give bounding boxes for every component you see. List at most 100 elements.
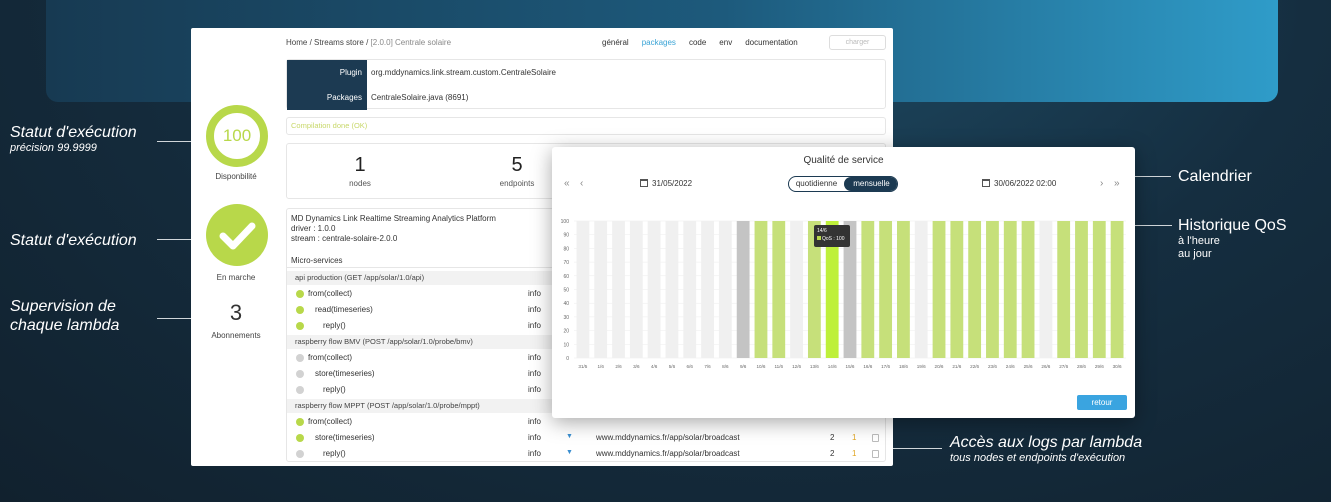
qos-bar[interactable] bbox=[576, 221, 590, 358]
retour-button[interactable]: retour bbox=[1077, 395, 1127, 410]
info-link[interactable]: info bbox=[528, 449, 541, 458]
x-tick-label: 3/6 bbox=[633, 364, 640, 369]
toggle-monthly[interactable]: mensuelle bbox=[844, 177, 897, 191]
stat-label: nodes bbox=[349, 179, 371, 188]
status-dot-icon bbox=[296, 354, 304, 362]
lambda-name: store(timeseries) bbox=[315, 369, 375, 378]
x-tick-label: 6/6 bbox=[687, 364, 694, 369]
qos-bar[interactable] bbox=[1039, 221, 1053, 358]
info-link[interactable]: info bbox=[528, 305, 541, 314]
qos-bar[interactable] bbox=[736, 221, 750, 358]
endpoint-url[interactable]: www.mddynamics.fr/app/solar/broadcast bbox=[596, 449, 740, 458]
x-tick-label: 12/6 bbox=[792, 364, 801, 369]
qos-bar[interactable] bbox=[950, 221, 964, 358]
qos-bar[interactable] bbox=[1092, 221, 1106, 358]
last-page-icon[interactable]: » bbox=[1114, 178, 1120, 189]
plugin-row: Plugin org.mddynamics.link.stream.custom… bbox=[287, 60, 887, 85]
qos-bar[interactable] bbox=[1110, 221, 1124, 358]
info-link[interactable]: info bbox=[528, 433, 541, 442]
tab-documentation[interactable]: documentation bbox=[745, 38, 798, 47]
qos-bar[interactable] bbox=[790, 221, 803, 358]
qos-bar[interactable] bbox=[594, 221, 608, 358]
x-tick-label: 28/6 bbox=[1077, 364, 1086, 369]
lambda-name: from(collect) bbox=[308, 417, 353, 426]
plugin-label-column bbox=[287, 60, 367, 110]
charger-button[interactable]: charger bbox=[829, 35, 886, 50]
info-link[interactable]: info bbox=[528, 417, 541, 426]
info-link[interactable]: info bbox=[528, 369, 541, 378]
annotation-title: Calendrier bbox=[1178, 168, 1252, 185]
status-column: 100 Disponbilité En marche 3 Abonnements bbox=[191, 28, 281, 466]
x-tick-label: 25/6 bbox=[1024, 364, 1033, 369]
qos-bar[interactable] bbox=[701, 221, 714, 358]
previous-page-icon[interactable]: ‹ bbox=[580, 178, 584, 189]
annotation-subtitle: précision 99.9999 bbox=[10, 142, 97, 154]
info-link[interactable]: info bbox=[528, 321, 541, 330]
qos-bar[interactable] bbox=[807, 221, 821, 358]
date-to[interactable]: 30/06/2022 02:00 bbox=[982, 179, 1056, 188]
qos-bar[interactable] bbox=[647, 221, 661, 358]
period-toggle: quotidienne mensuelle bbox=[788, 176, 898, 192]
tab-general[interactable]: général bbox=[602, 38, 629, 47]
qos-bar[interactable] bbox=[1021, 221, 1035, 358]
info-link[interactable]: info bbox=[528, 353, 541, 362]
lambda-row: from(collect) info bbox=[287, 286, 885, 302]
status-dot-icon bbox=[296, 306, 304, 314]
x-tick-label: 29/6 bbox=[1095, 364, 1104, 369]
qos-bar[interactable] bbox=[612, 221, 625, 358]
qos-bar[interactable] bbox=[914, 221, 928, 358]
breadcrumb-store[interactable]: Streams store bbox=[314, 38, 364, 47]
dropdown-arrow-icon[interactable]: ▼ bbox=[566, 449, 573, 456]
breadcrumb-home[interactable]: Home bbox=[286, 38, 308, 47]
breadcrumb-separator: / bbox=[366, 38, 369, 47]
first-page-icon[interactable]: « bbox=[564, 178, 570, 189]
toggle-daily[interactable]: quotidienne bbox=[795, 179, 838, 188]
tab-code[interactable]: code bbox=[688, 38, 707, 47]
qos-bar[interactable] bbox=[665, 221, 679, 358]
next-page-icon[interactable]: › bbox=[1100, 178, 1104, 189]
annotation-line bbox=[1121, 176, 1171, 177]
endpoint-url[interactable]: www.mddynamics.fr/app/solar/broadcast bbox=[596, 433, 740, 442]
x-tick-label: 21/6 bbox=[952, 364, 961, 369]
log-file-icon[interactable] bbox=[872, 434, 879, 442]
status-dot-icon bbox=[296, 290, 304, 298]
qos-bar[interactable] bbox=[683, 221, 697, 358]
qos-bar[interactable] bbox=[825, 221, 839, 358]
qos-bar[interactable] bbox=[879, 221, 893, 358]
info-link[interactable]: info bbox=[528, 385, 541, 394]
info-link[interactable]: info bbox=[528, 289, 541, 298]
status-dot-icon bbox=[296, 322, 304, 330]
qos-bar[interactable] bbox=[1003, 221, 1017, 358]
date-from[interactable]: 31/05/2022 bbox=[640, 179, 692, 188]
lambda-row: read(timeseries) info bbox=[287, 302, 885, 318]
qos-bar[interactable] bbox=[843, 221, 857, 358]
lambda-name: store(timeseries) bbox=[315, 433, 375, 442]
qos-bar[interactable] bbox=[629, 221, 643, 358]
annotation-title: Historique QoS bbox=[1178, 217, 1287, 234]
qos-bar[interactable] bbox=[1075, 221, 1088, 358]
y-tick-label: 60 bbox=[563, 274, 569, 280]
annotation-title: Statut d'exécution bbox=[10, 232, 137, 249]
packages-value[interactable]: CentraleSolaire.java (8691) bbox=[371, 93, 469, 102]
annotation-title: Statut d'exécution bbox=[10, 124, 137, 141]
qos-bar[interactable] bbox=[986, 221, 999, 358]
x-tick-label: 9/6 bbox=[740, 364, 747, 369]
qos-bar[interactable] bbox=[932, 221, 946, 358]
qos-bar[interactable] bbox=[861, 221, 875, 358]
dropdown-arrow-icon[interactable]: ▼ bbox=[566, 433, 573, 440]
status-dot-icon bbox=[296, 450, 304, 458]
qos-bar[interactable] bbox=[1057, 221, 1071, 358]
qos-bar[interactable] bbox=[968, 221, 982, 358]
platform-stream: stream : centrale-solaire-2.0.0 bbox=[291, 234, 398, 243]
qos-bar[interactable] bbox=[754, 221, 768, 358]
tab-packages[interactable]: packages bbox=[641, 38, 676, 47]
annotation-line bbox=[157, 239, 206, 240]
stat-value: 5 bbox=[511, 154, 523, 176]
qos-bar[interactable] bbox=[772, 221, 786, 358]
compilation-status: Compilation done (OK) bbox=[286, 117, 886, 135]
qos-bar[interactable] bbox=[718, 221, 732, 358]
tab-env[interactable]: env bbox=[719, 38, 733, 47]
log-file-icon[interactable] bbox=[872, 450, 879, 458]
qos-bar[interactable] bbox=[897, 221, 910, 358]
x-tick-label: 2/6 bbox=[615, 364, 622, 369]
